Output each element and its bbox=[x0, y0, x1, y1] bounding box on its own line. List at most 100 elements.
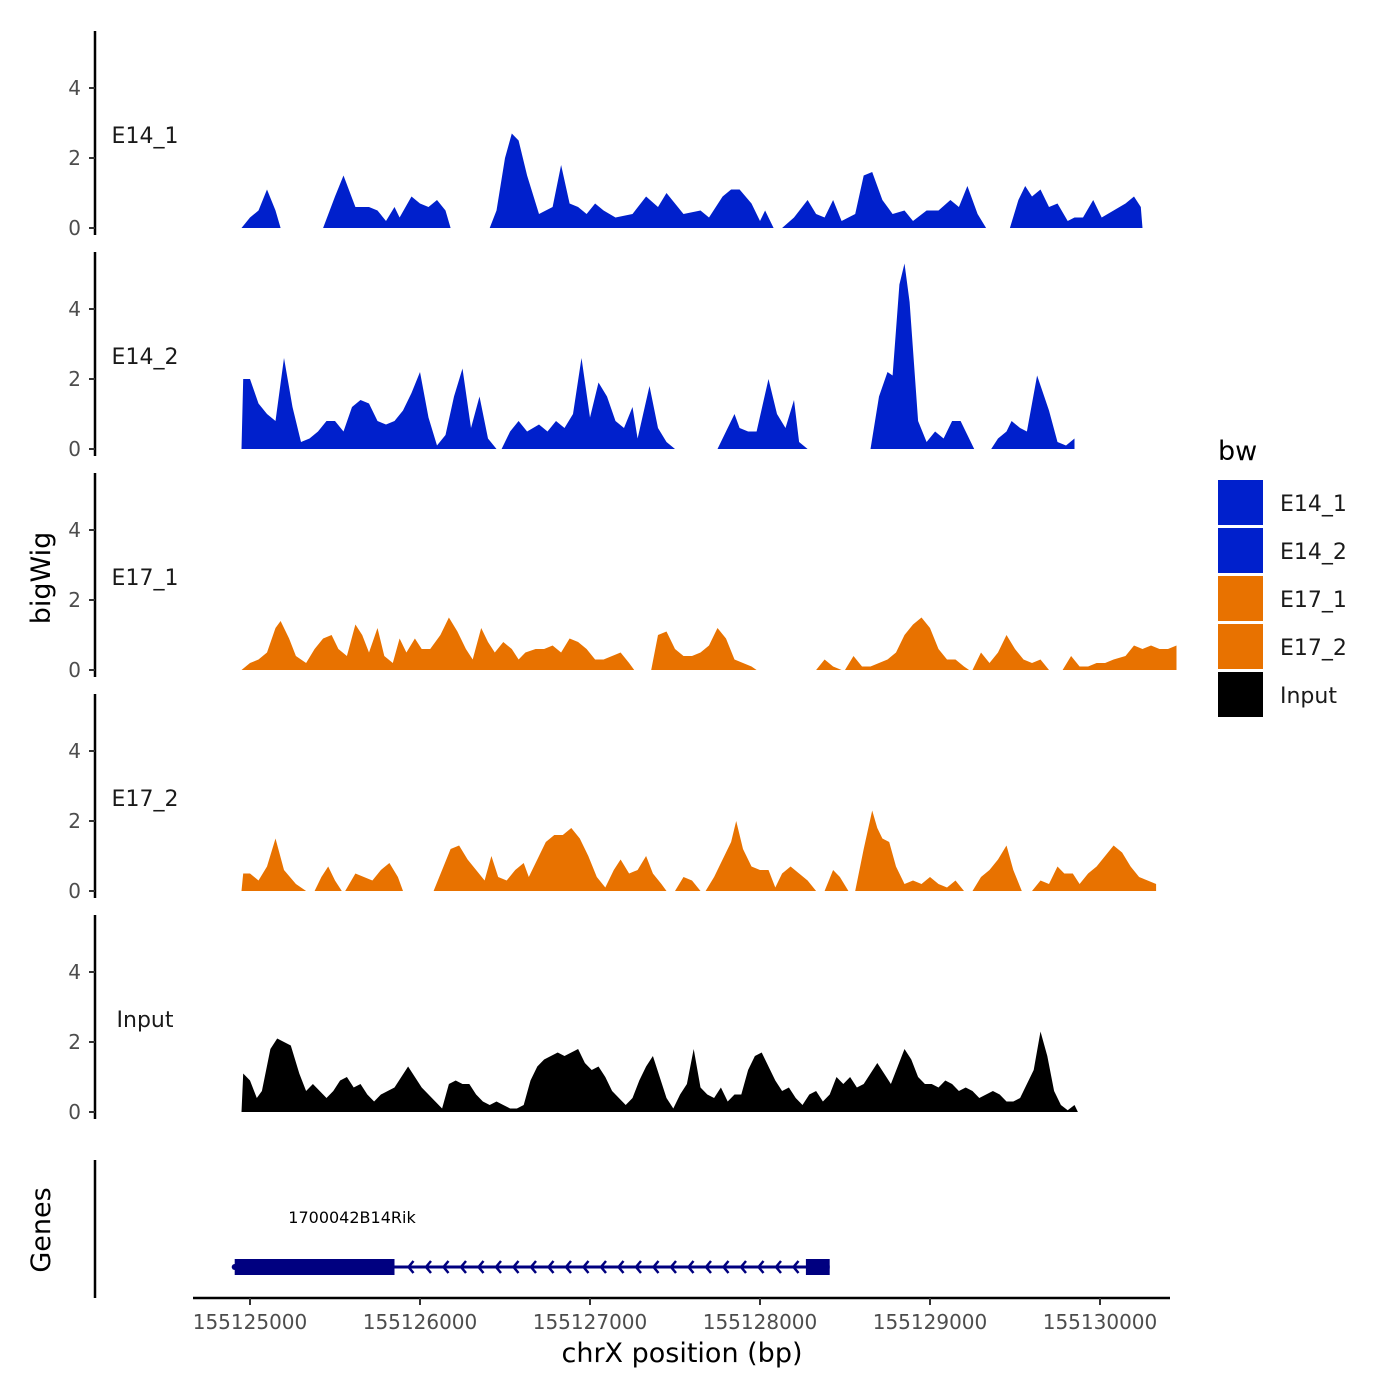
coverage-area bbox=[241, 617, 635, 670]
coverage-area bbox=[1009, 186, 1143, 228]
strand-arrow bbox=[704, 1260, 712, 1274]
strand-arrow bbox=[546, 1260, 555, 1274]
coverage-area bbox=[816, 659, 842, 670]
coverage-area bbox=[241, 189, 281, 228]
gene-name: 1700042B14Rik bbox=[288, 1208, 416, 1227]
legend-title: bw bbox=[1218, 436, 1257, 467]
coverage-area bbox=[972, 635, 1049, 670]
strand-arrow bbox=[564, 1260, 572, 1274]
x-tick-label: 155126000 bbox=[363, 1310, 478, 1334]
legend-key bbox=[1218, 576, 1263, 621]
legend-label: E14_2 bbox=[1280, 540, 1347, 565]
y-axis-title: bigWig bbox=[26, 532, 57, 625]
x-tick-label: 155130000 bbox=[1043, 1310, 1158, 1334]
strand-arrow bbox=[739, 1260, 747, 1274]
x-axis: 155125000 155126000 155127000 155128000 1551… bbox=[193, 1296, 1170, 1334]
coverage-area bbox=[845, 617, 970, 670]
strand-arrow bbox=[459, 1260, 467, 1274]
y-tick-label: 0 bbox=[68, 216, 81, 240]
x-tick-label: 155128000 bbox=[703, 1310, 818, 1334]
coverage-area bbox=[241, 358, 497, 449]
strand-arrow bbox=[651, 1260, 660, 1274]
y-tick-label: 4 bbox=[68, 297, 81, 321]
strand-arrow bbox=[494, 1260, 502, 1274]
coverage-area bbox=[241, 838, 307, 891]
coverage-area bbox=[675, 877, 701, 891]
coverage-area bbox=[345, 863, 403, 891]
y-tick-label: 4 bbox=[68, 76, 81, 100]
coverage-area bbox=[1032, 845, 1157, 891]
coverage-area bbox=[870, 263, 975, 449]
coverage-area bbox=[241, 1031, 1078, 1112]
legend-key bbox=[1218, 624, 1263, 669]
strand-arrow bbox=[529, 1260, 537, 1274]
coverage-area bbox=[433, 828, 667, 891]
coverage-area bbox=[972, 845, 1022, 891]
coverage-area bbox=[705, 821, 817, 891]
strand-arrow bbox=[756, 1260, 765, 1274]
coverage-area bbox=[314, 866, 342, 891]
coverage-area bbox=[991, 375, 1075, 449]
gene-exon bbox=[805, 1259, 830, 1275]
coverage-area bbox=[489, 133, 774, 228]
legend-label: E14_1 bbox=[1280, 492, 1347, 517]
track-E14_2: 0 2 4 E14_2 bbox=[68, 252, 1075, 461]
legend-key bbox=[1218, 528, 1263, 573]
strand-arrow bbox=[406, 1260, 415, 1274]
y-tick-label: 2 bbox=[68, 809, 81, 833]
strand-arrow bbox=[581, 1260, 590, 1274]
y-tick-label: 2 bbox=[68, 1030, 81, 1054]
y-tick-label: 0 bbox=[68, 658, 81, 682]
y-tick-label: 2 bbox=[68, 146, 81, 170]
gene-track: 1700042B14Rik bbox=[93, 1160, 830, 1298]
coverage-area bbox=[717, 379, 808, 449]
coverage-area bbox=[855, 810, 964, 891]
strand-arrow bbox=[599, 1260, 607, 1274]
track-E17_2: 0 2 4 E17_2 bbox=[68, 694, 1157, 903]
legend-label: Input bbox=[1280, 684, 1337, 709]
legend-key bbox=[1218, 480, 1263, 525]
strand-arrow bbox=[791, 1260, 800, 1274]
tracks: 0 2 4 E14_1 0 2 4 E14_2 0 2 4 E17_1 0 2 4 E17_2 0 2 4 Input bbox=[68, 31, 1177, 1124]
track-label: E14_1 bbox=[112, 124, 179, 149]
y-tick-label: 0 bbox=[68, 437, 81, 461]
coverage-area bbox=[501, 358, 675, 449]
genes-axis-title: Genes bbox=[26, 1187, 57, 1272]
coverage-area bbox=[323, 175, 451, 228]
gene-end-cap bbox=[231, 1264, 238, 1270]
track-label: E14_2 bbox=[112, 345, 179, 370]
strand-arrow bbox=[669, 1260, 677, 1274]
y-tick-label: 2 bbox=[68, 367, 81, 391]
track-label: E17_2 bbox=[112, 787, 179, 812]
coverage-area bbox=[782, 172, 987, 228]
strand-arrow bbox=[441, 1260, 450, 1274]
strand-arrow bbox=[476, 1260, 485, 1274]
x-tick-label: 155125000 bbox=[193, 1310, 308, 1334]
legend-label: E17_1 bbox=[1280, 588, 1347, 613]
y-tick-label: 4 bbox=[68, 960, 81, 984]
legend-label: E17_2 bbox=[1280, 636, 1347, 661]
strand-arrow bbox=[616, 1260, 625, 1274]
y-tick-label: 2 bbox=[68, 588, 81, 612]
coverage-area bbox=[1062, 645, 1177, 670]
track-label: Input bbox=[117, 1008, 174, 1033]
x-axis-title: chrX position (bp) bbox=[561, 1338, 802, 1369]
strand-arrow bbox=[686, 1260, 695, 1274]
y-tick-label: 0 bbox=[68, 879, 81, 903]
strand-arrow bbox=[774, 1260, 782, 1274]
coverage-area bbox=[651, 628, 757, 670]
legend: bw E14_1 E14_2 E17_1 E17_2 Input bbox=[1218, 436, 1347, 717]
strand-arrow bbox=[721, 1260, 730, 1274]
legend-key bbox=[1218, 672, 1263, 717]
x-tick-label: 155127000 bbox=[533, 1310, 648, 1334]
coverage-area bbox=[824, 870, 849, 891]
strand-arrow bbox=[424, 1260, 432, 1274]
strand-arrow bbox=[634, 1260, 642, 1274]
gene-exon bbox=[234, 1259, 395, 1275]
strand-arrow bbox=[511, 1260, 520, 1274]
track-Input: 0 2 4 Input bbox=[68, 915, 1078, 1124]
x-tick-label: 155129000 bbox=[873, 1310, 988, 1334]
y-tick-label: 0 bbox=[68, 1100, 81, 1124]
y-tick-label: 4 bbox=[68, 518, 81, 542]
